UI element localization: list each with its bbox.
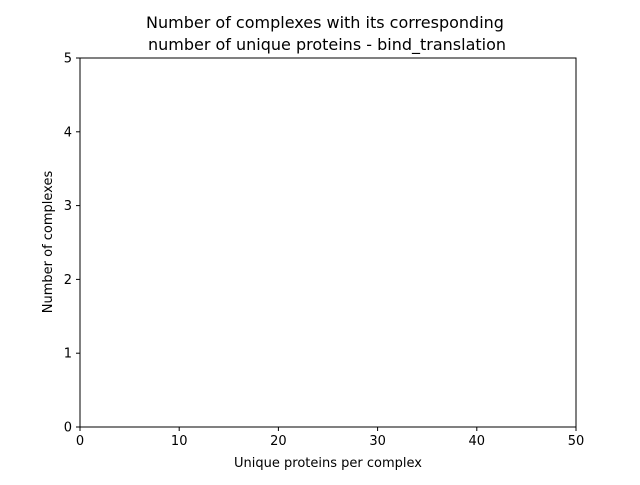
x-tick-label: 10 (171, 434, 188, 449)
y-axis-ticks: 0 1 2 3 4 5 (64, 52, 80, 436)
y-tick-label: 4 (64, 125, 72, 140)
chart-title-line-1: Number of complexes with its correspondi… (146, 13, 504, 32)
x-tick-label: 20 (270, 434, 287, 449)
y-tick-label: 0 (64, 421, 72, 436)
x-tick-label: 0 (76, 434, 84, 449)
x-tick-label: 40 (469, 434, 486, 449)
x-tick-label: 50 (568, 434, 585, 449)
y-tick-label: 1 (64, 347, 72, 362)
y-tick-label: 5 (64, 52, 72, 67)
chart-title-line-2: number of unique proteins - bind_transla… (148, 35, 506, 55)
x-axis-ticks: 0 10 20 30 40 50 (76, 427, 584, 449)
y-tick-label: 2 (64, 273, 72, 288)
y-axis-label: Number of complexes (41, 171, 56, 314)
plot-area (79, 57, 577, 428)
y-tick-label: 3 (64, 199, 72, 214)
x-axis-label: Unique proteins per complex (234, 456, 422, 471)
x-tick-label: 30 (369, 434, 386, 449)
